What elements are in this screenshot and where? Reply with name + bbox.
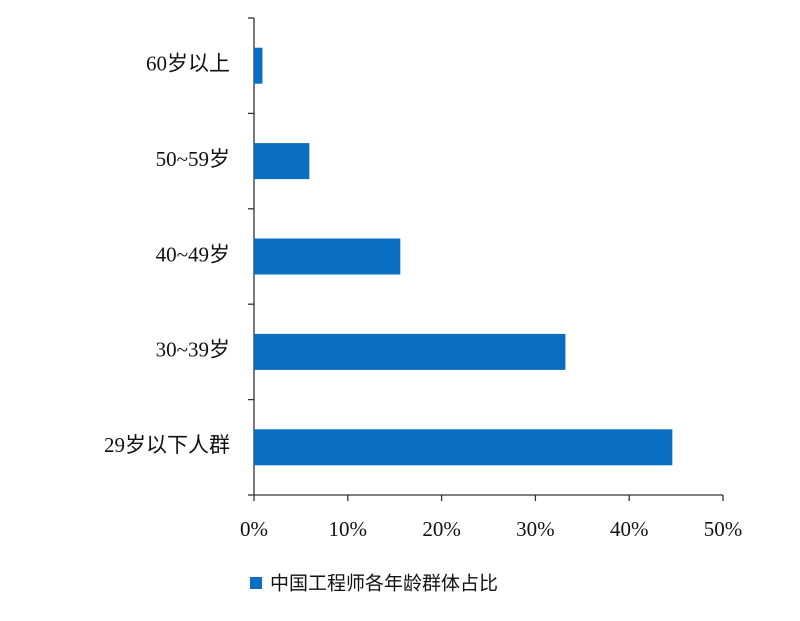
bar — [254, 238, 401, 275]
y-tick-label: 40~49岁 — [156, 242, 230, 266]
x-tick-label: 30% — [516, 517, 555, 541]
legend-text: 中国工程师各年龄群体占比 — [270, 573, 498, 595]
bar — [254, 143, 310, 180]
legend-swatch — [250, 577, 262, 589]
y-tick-label: 60岁以上 — [146, 52, 230, 76]
x-tick-label: 10% — [329, 517, 368, 541]
y-tick-label: 50~59岁 — [156, 147, 230, 171]
x-tick-label: 50% — [704, 517, 743, 541]
bar — [254, 429, 673, 466]
y-tick-label: 30~39岁 — [156, 338, 230, 362]
x-tick-label: 0% — [240, 517, 268, 541]
bar — [254, 47, 263, 84]
x-tick-label: 20% — [422, 517, 461, 541]
y-tick-label: 29岁以下人群 — [104, 433, 230, 457]
x-tick-label: 40% — [610, 517, 649, 541]
bar — [254, 333, 566, 370]
